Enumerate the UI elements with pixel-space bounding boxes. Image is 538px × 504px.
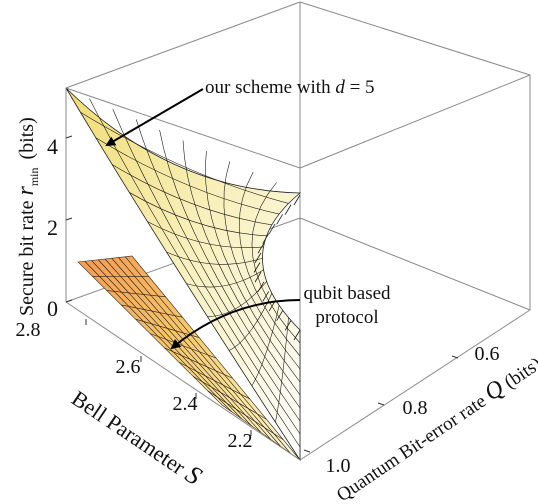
q-tick-0.8 — [377, 402, 385, 406]
z-tick-0 — [65, 299, 73, 303]
mesh-fringe — [293, 329, 301, 341]
q-tick-0.6 — [451, 355, 459, 359]
q-tick-1.0 — [303, 449, 311, 453]
mesh-line — [104, 258, 262, 433]
annotation-qubit-line2: protocol — [315, 307, 378, 328]
mesh-line — [129, 192, 267, 237]
mesh-fringe — [293, 194, 301, 206]
mesh-line — [205, 150, 301, 383]
mesh-line — [159, 129, 301, 409]
mesh-fringe — [284, 320, 292, 331]
annotation-qubit: qubit based protocol — [170, 283, 391, 350]
q-tick-label-0.6: 0.6 — [475, 343, 500, 365]
mesh-line — [112, 108, 301, 435]
mesh-fringe — [257, 243, 265, 254]
box-edge-front-top-right — [299, 74, 531, 169]
z-tick-label-4: 4 — [47, 134, 58, 159]
box-edge-back-top — [65, 1, 301, 89]
mesh-line — [207, 281, 267, 317]
z-tick-label-0: 0 — [47, 296, 58, 321]
annotation-our-scheme-label: our scheme with d = 5 — [205, 77, 375, 98]
annotation-qubit-line1: qubit based — [303, 283, 391, 304]
mesh-fringe — [276, 214, 283, 225]
mesh-fringe — [254, 252, 262, 264]
mesh-line — [275, 317, 289, 423]
z-tick-4 — [65, 135, 73, 139]
s-tick-label-2.6: 2.6 — [116, 356, 141, 378]
s-tick-label-2.8: 2.8 — [16, 319, 41, 341]
q-tick-label-1.0: 1.0 — [326, 455, 351, 477]
box-edge-back-bottom-right — [299, 217, 531, 311]
mesh-line — [118, 257, 281, 447]
mesh-fringe — [253, 262, 261, 273]
mesh-line — [182, 140, 301, 396]
s-axis-line — [65, 301, 301, 461]
q-tick-label-0.8: 0.8 — [403, 397, 428, 419]
annotation-qubit-arrow — [170, 299, 301, 350]
annotation-our-scheme-arrow — [105, 88, 204, 147]
mesh-line — [80, 112, 289, 204]
box-edge-back-top-right — [299, 1, 531, 76]
z-tick-2 — [65, 217, 73, 221]
annotation-our-scheme: our scheme with d = 5 — [105, 77, 375, 147]
q-axis-title: Quantum Bit-error rate Q (bits) — [331, 350, 538, 504]
z-axis-title: Secure bit rate rmin(bits) — [13, 117, 41, 316]
mesh-fringe — [262, 233, 270, 244]
mesh-fringe — [262, 291, 270, 302]
mesh-line — [238, 171, 301, 357]
surface-qubit-protocol — [77, 255, 301, 461]
mesh-line — [91, 260, 242, 419]
mesh-line — [223, 161, 301, 370]
mesh-line — [228, 293, 273, 351]
mesh-line — [84, 261, 232, 413]
mesh-line — [147, 221, 264, 249]
mesh-fringe — [254, 271, 262, 283]
s-tick-label-2.2: 2.2 — [228, 430, 253, 452]
mesh-fringe — [276, 310, 283, 321]
mesh-line — [135, 119, 301, 422]
mesh-fringe — [257, 281, 265, 292]
mesh-line — [186, 269, 264, 288]
mesh-fringe — [268, 223, 276, 235]
q-axis-line — [299, 309, 531, 461]
mesh-line — [166, 251, 263, 265]
mesh-fringe — [268, 300, 276, 312]
s-tick-label-2.4: 2.4 — [173, 393, 198, 415]
mesh-line — [251, 182, 301, 344]
mesh-line — [111, 258, 271, 440]
z-tick-label-2: 2 — [47, 215, 58, 240]
box-edge-front-top — [65, 87, 301, 169]
surface-our-scheme — [65, 87, 302, 462]
mesh-fringe — [284, 204, 292, 215]
mesh-line — [125, 256, 291, 454]
mesh-line — [95, 137, 280, 215]
mesh-line — [251, 305, 280, 386]
